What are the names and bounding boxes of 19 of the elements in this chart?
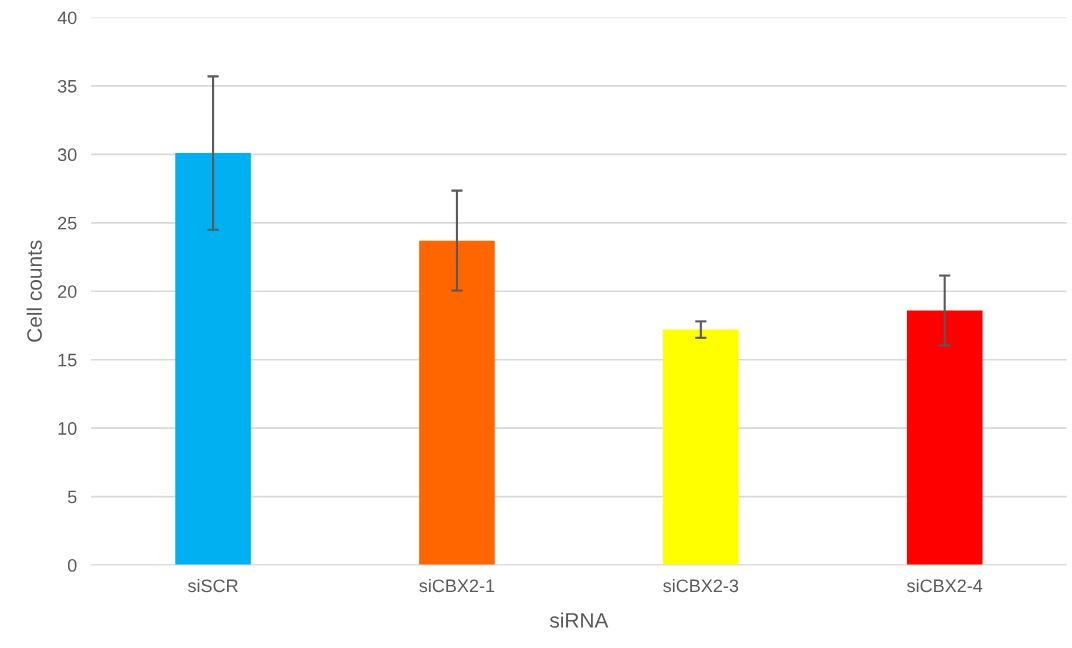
y-tick-label: 5 <box>67 490 77 504</box>
y-tick-label: 0 <box>67 558 77 572</box>
y-tick-label: 10 <box>58 422 77 435</box>
bar <box>663 329 739 566</box>
bar <box>419 240 495 566</box>
bar <box>175 153 251 566</box>
y-tick-label: 15 <box>58 353 77 367</box>
y-tick-label: 20 <box>58 285 77 298</box>
y-tick-label: 30 <box>57 148 77 162</box>
y-tick-label: 40 <box>57 11 77 25</box>
y-axis-title: Cell counts <box>26 240 42 342</box>
x-tick-label: siSCR <box>187 578 238 593</box>
x-tick-label: siCBX2-3 <box>663 578 739 593</box>
x-axis-title: siRNA <box>549 612 609 628</box>
y-tick-label: 35 <box>57 79 77 93</box>
y-tick-label: 25 <box>58 216 77 230</box>
bar <box>906 310 983 566</box>
x-tick-label: siCBX2-4 <box>907 578 983 593</box>
x-tick-label: siCBX2-1 <box>419 578 495 593</box>
